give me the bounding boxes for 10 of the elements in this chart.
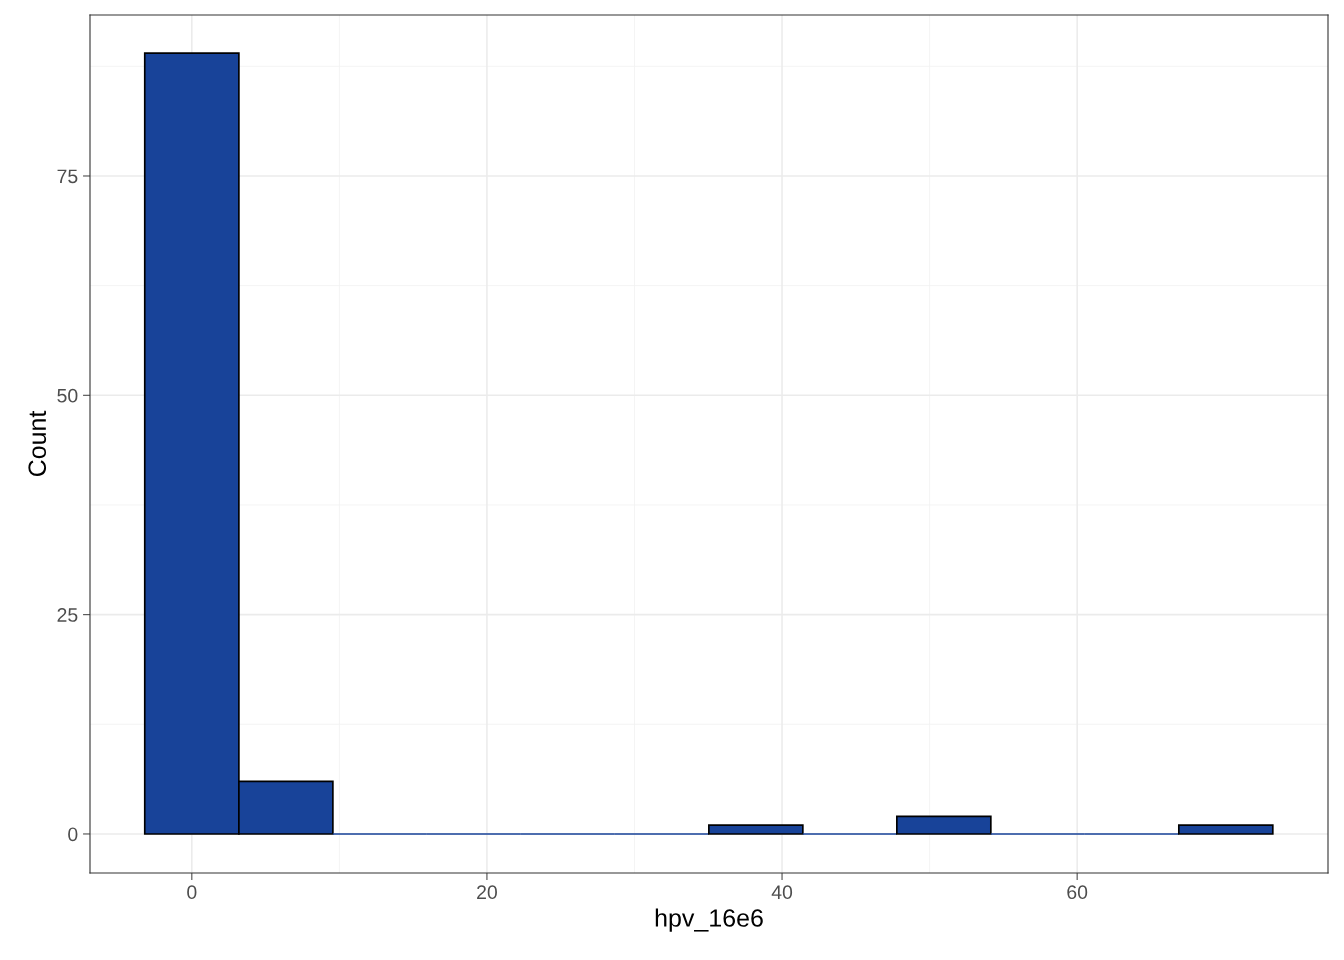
x-axis-title: hpv_16e6 — [655, 908, 763, 932]
y-tick-label: 50 — [57, 388, 78, 403]
x-tick-label: 20 — [477, 885, 497, 900]
y-tick-label: 0 — [68, 827, 78, 842]
y-tick-label: 25 — [57, 608, 78, 622]
y-tick-label: 75 — [57, 169, 78, 184]
x-tick-label: 60 — [1067, 885, 1088, 900]
y-axis-title: Count — [28, 410, 47, 477]
x-tick-label: 40 — [771, 885, 793, 900]
x-tick-label: 0 — [187, 885, 197, 900]
